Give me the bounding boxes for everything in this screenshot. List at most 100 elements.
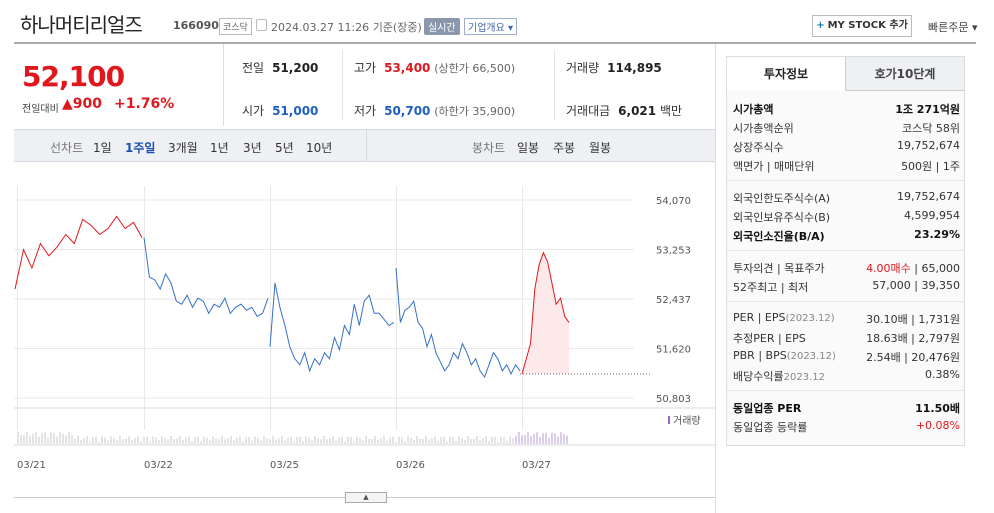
prev-close: 전일 51,200 xyxy=(242,61,319,75)
price-line xyxy=(143,237,269,318)
info-label: 시가총액순위 xyxy=(733,122,794,135)
info-value: 19,752,674 xyxy=(897,190,960,203)
volume-legend-label: 거래량 xyxy=(673,415,701,427)
info-label: 배당수익률2023.12 xyxy=(733,370,825,383)
info-separator xyxy=(727,250,964,251)
trade-amount: 거래대금 6,021 백만 xyxy=(566,104,683,118)
candle-weekly[interactable]: 주봉 xyxy=(553,141,576,155)
info-separator xyxy=(727,390,964,391)
period-3y[interactable]: 3년 xyxy=(243,141,262,155)
info-row: PER | EPS(2023.12) 30.10배 | 1,731원 xyxy=(733,309,960,328)
info-label: PER | EPS(2023.12) xyxy=(733,311,835,324)
info-value: +0.08% xyxy=(915,419,960,432)
candle-daily[interactable]: 일봉 xyxy=(517,141,540,155)
chart-period-bar: 선차트 1일 1주일 3개월 1년 3년 5년 10년 봉차트 일봉 주봉 월봉 xyxy=(14,129,715,162)
period-1y[interactable]: 1년 xyxy=(210,141,229,155)
tab-orderbook[interactable]: 호가10단계 xyxy=(846,57,964,91)
open-price: 시가 51,000 xyxy=(242,104,319,118)
info-label: 액면가 | 매매단위 xyxy=(733,160,815,173)
candle-chart-label: 봉차트 xyxy=(472,141,506,155)
info-label: 외국인한도주식수(A) xyxy=(733,192,831,205)
current-price-box: 52,100 전일대비 ▲900 +1.76% xyxy=(14,44,224,126)
period-1w[interactable]: 1주일 xyxy=(125,141,156,155)
y-tick-label: 51,620 xyxy=(656,345,691,356)
period-bar-divider xyxy=(366,130,367,161)
info-value: 11.50배 xyxy=(915,402,960,415)
x-tick-label: 03/27 xyxy=(522,460,551,468)
info-value: 1조 271억원 xyxy=(895,103,960,116)
mystock-add-button[interactable]: + MY STOCK 추가 xyxy=(812,15,912,37)
info-value: 18.63배 | 2,797원 xyxy=(866,332,960,345)
info-label-date: (2023.12) xyxy=(786,351,836,362)
info-value: 0.38% xyxy=(925,368,960,381)
period-10y[interactable]: 10년 xyxy=(306,141,333,155)
compare-label: 전일대비 xyxy=(22,104,59,115)
period-1d[interactable]: 1일 xyxy=(93,141,112,155)
stock-name: 하나머티리얼즈 xyxy=(20,13,143,37)
info-row: 외국인보유주식수(B) 4,599,954 xyxy=(733,207,960,226)
stock-header: 하나머티리얼즈 166090 코스닥 2024.03.27 11:26 기준(장… xyxy=(0,0,994,44)
info-row: 동일업종 PER 11.50배 xyxy=(733,398,960,417)
info-value: 30.10배 | 1,731원 xyxy=(866,313,960,326)
realtime-badge[interactable]: 실시간 xyxy=(424,18,460,35)
info-row: 추정PER | EPS 18.63배 | 2,797원 xyxy=(733,328,960,347)
candle-monthly[interactable]: 월봉 xyxy=(589,141,612,155)
info-label-date: 2023.12 xyxy=(783,372,825,383)
period-3m[interactable]: 3개월 xyxy=(168,141,198,155)
info-label-date: (2023.12) xyxy=(785,313,835,324)
price-line xyxy=(269,282,395,373)
low-price: 저가 50,700 (하한가 35,900) xyxy=(354,104,516,118)
timestamp: 2024.03.27 11:26 기준(장중) xyxy=(271,21,422,34)
info-label: 동일업종 등락률 xyxy=(733,421,808,434)
info-row: 시가총액 1조 271억원 xyxy=(733,99,960,118)
info-label: 추정PER | EPS xyxy=(733,332,806,345)
price-area-up xyxy=(522,252,569,374)
clock-icon xyxy=(256,19,267,31)
info-label: 투자의견 | 목표주가 xyxy=(733,262,825,275)
info-label: 외국인보유주식수(B) xyxy=(733,211,831,224)
info-row: 외국인한도주식수(A) 19,752,674 xyxy=(733,188,960,207)
info-body: 시가총액 1조 271억원 시가총액순위 코스닥 58위 상장주식수 19,752,674… xyxy=(727,91,964,445)
info-separator xyxy=(727,180,964,181)
quick-order-dropdown[interactable]: 빠른주문 ▾ xyxy=(928,21,978,34)
info-value: 500원 | 1주 xyxy=(901,160,960,173)
stats-divider xyxy=(554,50,555,120)
x-tick-label: 03/21 xyxy=(17,460,46,468)
info-value: 19,752,674 xyxy=(897,139,960,152)
info-label: PBR | BPS(2023.12) xyxy=(733,349,836,362)
x-tick-label: 03/26 xyxy=(396,460,425,468)
chart-collapse-button[interactable]: ▲ xyxy=(345,492,387,503)
info-value: 57,000 | 39,350 xyxy=(872,279,960,292)
y-tick-label: 54,070 xyxy=(656,196,691,207)
y-tick-label: 52,437 xyxy=(656,295,691,306)
stock-code: 166090 xyxy=(173,19,219,32)
info-row: 액면가 | 매매단위 500원 | 1주 xyxy=(733,156,960,175)
info-row: 동일업종 등락률 +0.08% xyxy=(733,417,960,436)
investment-info-panel: 투자정보 호가10단계 시가총액 1조 271억원 시가총액순위 코스닥 58위 상장주… xyxy=(726,56,965,446)
info-label: 52주최고 | 최저 xyxy=(733,281,809,294)
price-chart[interactable]: 54,070 53,253 52,437 51,620 50,803 거래량 03/21 03… xyxy=(14,186,715,468)
volume: 거래량 114,895 xyxy=(566,61,662,75)
y-tick-label: 50,803 xyxy=(656,394,691,405)
y-tick-label: 53,253 xyxy=(656,246,691,257)
x-tick-label: 03/25 xyxy=(270,460,299,468)
price-line-up xyxy=(14,215,143,290)
info-tabs: 투자정보 호가10단계 xyxy=(727,57,964,91)
info-row: 투자의견 | 목표주가 4.00매수 | 65,000 xyxy=(733,258,960,277)
price-change-pct: +1.76% xyxy=(114,96,175,112)
info-row: 외국인소진율(B/A) 23.29% xyxy=(733,226,960,245)
price-stats: 전일 51,200 고가 53,400 (상한가 66,500) 거래량 114,89… xyxy=(224,44,714,126)
info-label: 외국인소진율(B/A) xyxy=(733,230,825,243)
header-divider xyxy=(14,42,976,44)
plus-icon: + xyxy=(816,20,825,31)
period-5y[interactable]: 5년 xyxy=(275,141,294,155)
company-info-dropdown[interactable]: 기업개요 ▾ xyxy=(464,18,517,35)
market-badge: 코스닥 xyxy=(219,18,252,35)
current-price: 52,100 xyxy=(22,60,125,93)
info-separator xyxy=(727,301,964,302)
info-value: 23.29% xyxy=(914,228,960,241)
tab-investment-info[interactable]: 투자정보 xyxy=(727,57,846,91)
panel-divider xyxy=(715,44,716,513)
info-row: 시가총액순위 코스닥 58위 xyxy=(733,118,960,137)
x-tick-label: 03/22 xyxy=(144,460,173,468)
